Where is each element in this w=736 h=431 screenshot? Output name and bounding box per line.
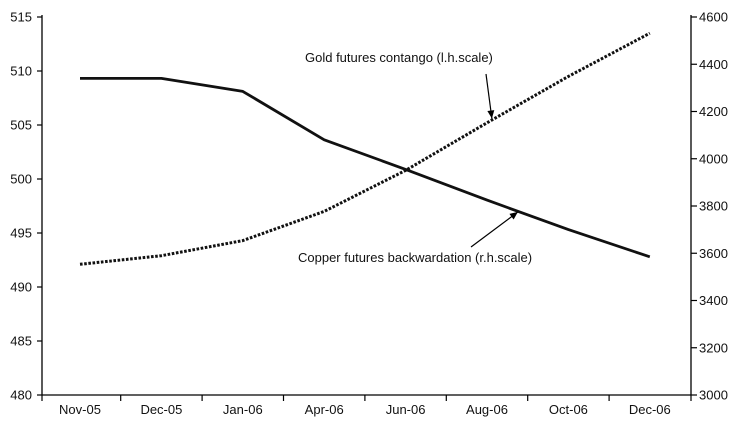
left-axis-tick-label: 480 — [10, 388, 32, 403]
right-axis-tick-label: 3800 — [699, 199, 728, 214]
series-lines — [79, 31, 651, 266]
copper-backwardation-line — [80, 77, 651, 259]
axes — [41, 15, 692, 396]
x-axis-tick-label: Dec-05 — [140, 402, 182, 417]
x-axis-tick-label: Dec-06 — [629, 402, 671, 417]
left-axis-tick-label: 515 — [10, 10, 32, 25]
gold-contango-line — [79, 31, 651, 266]
copper-annotation-arrow — [470, 211, 519, 248]
right-axis-tick-label: 3400 — [699, 293, 728, 308]
right-axis-tick-label: 3600 — [699, 246, 728, 261]
right-axis-tick-label: 4000 — [699, 151, 728, 166]
right-axis-tick-label: 3200 — [699, 340, 728, 355]
left-axis-tick-label: 510 — [10, 64, 32, 79]
left-axis-tick-label: 505 — [10, 118, 32, 133]
x-axis-tick-label: Nov-05 — [59, 402, 101, 417]
gold-annotation-arrow — [485, 73, 495, 119]
right-axis-tick-label: 4400 — [699, 57, 728, 72]
right-axis-tick-label: 4200 — [699, 104, 728, 119]
annotations: Gold futures contango (l.h.scale) Copper… — [298, 50, 532, 265]
left-axis-tick-label: 500 — [10, 172, 32, 187]
right-axis-tick-label: 4600 — [699, 10, 728, 25]
left-axis-tick-label: 490 — [10, 280, 32, 295]
ticks: 480 485 490 495 500 505 510 515 3000 3200 3400 3600… — [10, 10, 728, 418]
left-axis-tick-label: 485 — [10, 334, 32, 349]
x-axis-tick-label: Oct-06 — [549, 402, 588, 417]
left-axis-tick-label: 495 — [10, 226, 32, 241]
copper-annotation-label: Copper futures backwardation (r.h.scale) — [298, 250, 532, 265]
right-axis-tick-label: 3000 — [699, 388, 728, 403]
x-axis-tick-label: Apr-06 — [305, 402, 344, 417]
x-axis-tick-label: Jan-06 — [223, 402, 263, 417]
gold-annotation-label: Gold futures contango (l.h.scale) — [305, 50, 493, 65]
x-axis-tick-label: Jun-06 — [386, 402, 426, 417]
x-axis-tick-label: Aug-06 — [466, 402, 508, 417]
